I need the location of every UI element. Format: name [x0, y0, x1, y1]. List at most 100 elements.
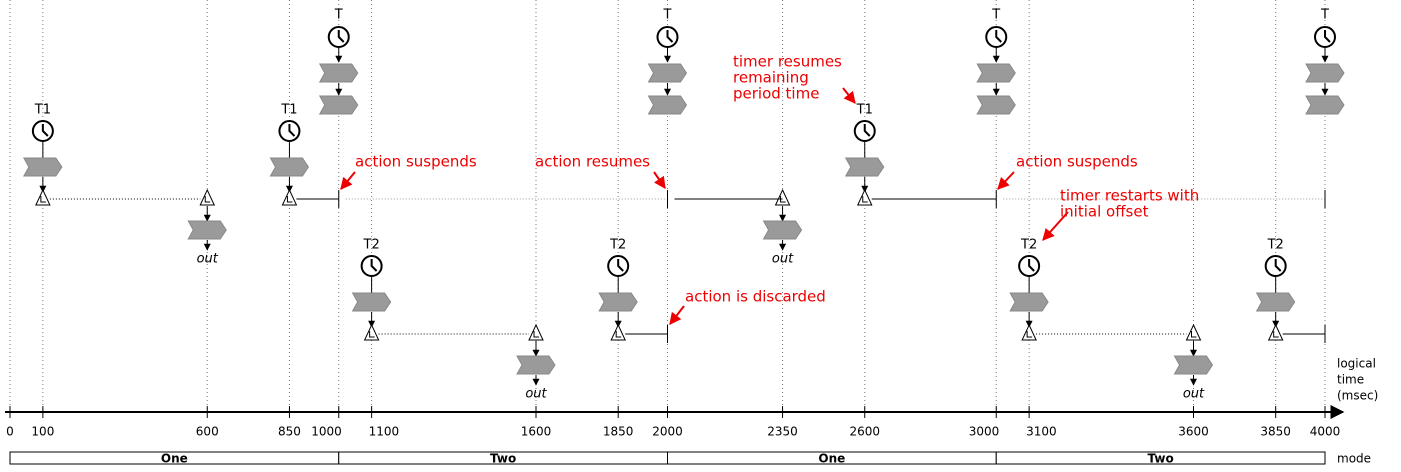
mode-name: One: [818, 452, 845, 466]
annotation: initial offset: [1060, 203, 1149, 221]
tick-label: 4000: [1310, 425, 1341, 439]
mode-label: mode: [1337, 452, 1371, 466]
action-glyph: [286, 196, 293, 203]
annotation-arrow: [669, 305, 685, 325]
mode-name: Two: [490, 452, 516, 466]
action-glyph: [204, 196, 211, 203]
axis-label: logical: [1337, 357, 1376, 371]
timer-label: T2: [1267, 238, 1284, 253]
tick-label: 3600: [1178, 425, 1209, 439]
timers.2.reaction: [318, 95, 359, 115]
tick-label: 2000: [652, 425, 683, 439]
output-label: out: [772, 252, 794, 267]
action-glyph: [862, 196, 868, 203]
annotation: action resumes: [535, 153, 650, 171]
action-glyph: [780, 196, 786, 203]
action-glyph: [369, 331, 375, 338]
timer-label: T2: [363, 238, 380, 253]
annotation: timer resumes: [733, 53, 842, 71]
clock-hands: [337, 30, 345, 43]
logical-action: [1021, 323, 1037, 341]
tick-label: 2350: [767, 425, 798, 439]
clock-hands: [995, 30, 1002, 43]
tick-label: 3100: [1026, 425, 1057, 439]
tick-label: 600: [196, 425, 219, 439]
clock-hands: [41, 124, 49, 137]
annotation: period time: [733, 85, 819, 103]
annotation-arrow: [653, 171, 666, 189]
logical-action: [199, 188, 216, 206]
tick-label: 3000: [969, 425, 1000, 439]
logical-action: [856, 188, 873, 206]
clock-hands: [288, 124, 296, 137]
action-glyph: [1191, 331, 1197, 338]
tick-label: 100: [31, 425, 54, 439]
outputs.2.reaction: [762, 220, 803, 240]
axis-label: time: [1337, 373, 1364, 387]
action-glyph: [1026, 331, 1033, 338]
logical-action: [528, 323, 544, 341]
timers.1.reaction: [269, 157, 310, 177]
timer-label: T2: [1020, 238, 1037, 253]
clock-hands: [617, 259, 624, 272]
undefined: [1305, 63, 1345, 83]
mode-name: Two: [1148, 452, 1174, 466]
tick-label: 2600: [849, 425, 880, 439]
tick-label: 1600: [521, 425, 552, 439]
tick-label: 0: [6, 425, 14, 439]
timers.6.reaction: [844, 157, 885, 177]
timer-label: T: [663, 8, 672, 23]
clock-hands: [1324, 30, 1331, 43]
timer-label: T1: [856, 103, 873, 118]
tick-label: 1100: [369, 425, 400, 439]
clock-hands: [666, 30, 674, 43]
tick-label: 1850: [603, 425, 634, 439]
tick-label: 850: [278, 425, 301, 439]
timers.3.reaction: [351, 292, 392, 312]
outputs.3.reaction: [1173, 355, 1214, 375]
timers.10.reaction: [1305, 95, 1345, 115]
mode-name: One: [161, 452, 188, 466]
timer-label: T1: [280, 103, 297, 118]
undefined: [318, 63, 359, 83]
logical-action: [1267, 323, 1284, 341]
axis-label: (msec): [1337, 389, 1378, 403]
annotation: timer restarts with: [1060, 187, 1199, 205]
clock-hands: [863, 124, 871, 137]
clock-hands: [1274, 259, 1282, 272]
timer-label: T: [1320, 8, 1329, 23]
tick-label: 3850: [1260, 425, 1291, 439]
timer-label: T: [991, 8, 1000, 23]
output-label: out: [1183, 387, 1205, 402]
timers.9.reaction: [1255, 292, 1296, 312]
output-label: out: [197, 252, 219, 267]
action-glyph: [40, 196, 46, 203]
tick-label: 1000: [311, 425, 342, 439]
action-glyph: [533, 331, 539, 338]
outputs.0.reaction: [187, 220, 227, 240]
annotation-arrow: [997, 171, 1015, 190]
outputs.1.reaction: [516, 355, 556, 375]
clock-hands: [370, 259, 378, 272]
annotation-arrow: [1042, 211, 1069, 241]
annotation: action suspends: [1016, 153, 1138, 171]
annotation: remaining: [733, 69, 809, 87]
annotation-arrow: [842, 87, 856, 104]
timer-label: T1: [34, 103, 51, 118]
mode-segment: [995, 451, 1326, 465]
logical-action: [35, 188, 51, 206]
timer-label: T2: [609, 238, 626, 253]
timers.5.reaction: [647, 95, 688, 115]
action-glyph: [615, 331, 622, 338]
timer-label: T: [334, 8, 343, 23]
annotation: action suspends: [355, 153, 477, 171]
logical-action: [363, 323, 380, 341]
timers.8.reaction: [1009, 292, 1049, 312]
clock-hands: [1028, 259, 1035, 272]
logical-action: [610, 323, 626, 341]
logical-action: [774, 188, 791, 206]
undefined: [647, 63, 688, 83]
undefined: [976, 63, 1016, 83]
annotation-arrow: [340, 171, 356, 190]
